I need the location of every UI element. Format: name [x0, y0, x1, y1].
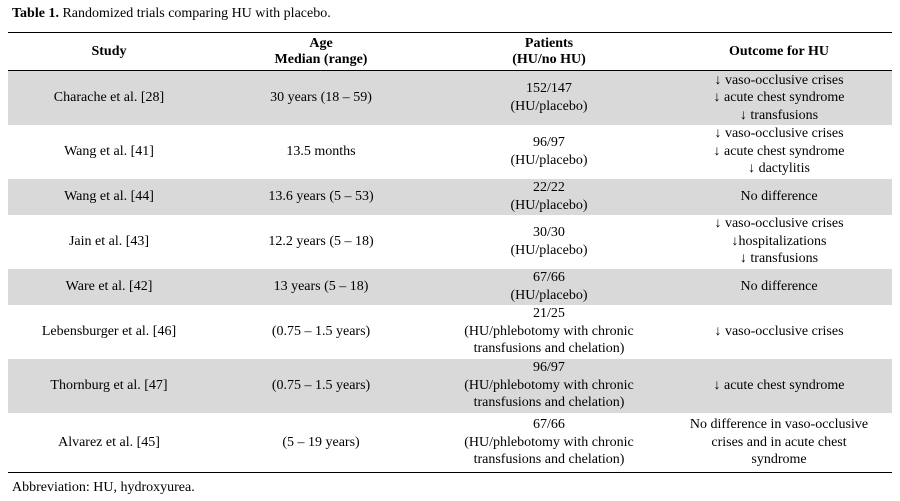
cell-patients: 67/66 (HU/placebo) — [432, 268, 666, 305]
header-age-line: Age — [309, 35, 333, 51]
cell-outcome: ↓ vaso-occlusive crises ↓ acute chest syn… — [666, 125, 892, 179]
cell-study: Ware et al. [42] — [8, 268, 210, 305]
cell-patients-line: 152/147 — [526, 81, 572, 97]
cell-outcome: No difference in vaso-occlusive crises an… — [666, 412, 892, 473]
cell-patients-line: 30/30 — [533, 225, 565, 240]
cell-study: Thornburg et al. [47] — [8, 358, 210, 413]
table-row: Wang et al. [44] 13.6 years (5 – 53) 22/22… — [8, 178, 892, 215]
header-study: Study — [8, 32, 210, 71]
cell-patients-line: (HU/phlebotomy with chronic — [464, 377, 634, 393]
cell-outcome: ↓ acute chest syndrome — [666, 358, 892, 413]
cell-patients: 152/147 (HU/placebo) — [432, 70, 666, 125]
cell-age: 12.2 years (5 – 18) — [268, 233, 374, 249]
header-patients-line: (HU/no HU) — [512, 51, 586, 67]
cell-patients-line: (HU/placebo) — [510, 152, 588, 168]
header-outcome-line: Outcome for HU — [728, 43, 830, 59]
table-caption-text: Randomized trials comparing HU with plac… — [58, 6, 331, 21]
cell-outcome-line: ↓ transfusions — [739, 107, 819, 123]
cell-patients-line: 96/97 — [533, 135, 565, 150]
table-row: Alvarez et al. [45] (5 – 19 years) 67/66 (H… — [8, 412, 892, 473]
cell-patients-line: (HU/placebo) — [510, 242, 588, 258]
cell-patients-line: 21/25 — [533, 306, 565, 322]
cell-outcome: ↓ vaso-occlusive crises — [666, 305, 892, 359]
cell-outcome-line: ↓ vaso-occlusive crises — [714, 72, 844, 88]
table-body: Charache et al. [28] 30 years (18 – 59) 15… — [8, 70, 892, 473]
cell-outcome-line: ↓hospitalizations — [731, 233, 827, 249]
cell-study: Jain et al. [43] — [68, 233, 150, 249]
cell-outcome-line: ↓ acute chest syndrome — [713, 90, 845, 105]
table-row: Charache et al. [28] 30 years (18 – 59) 15… — [8, 70, 892, 125]
cell-outcome: ↓ vaso-occlusive crises ↓ acute chest syn… — [666, 70, 892, 125]
cell-study: Wang et al. [44] — [8, 178, 210, 215]
cell-outcome-line: ↓ acute chest syndrome — [713, 143, 845, 159]
cell-patients-line: (HU/phlebotomy with chronic — [464, 323, 634, 339]
cell-outcome-line: ↓ transfusions — [739, 251, 819, 267]
header-study-line: Study — [91, 43, 127, 59]
cell-patients-line: (HU/phlebotomy with chronic — [464, 434, 634, 450]
cell-study: Lebensburger et al. [46] — [41, 323, 177, 339]
cell-outcome: No difference — [666, 178, 892, 215]
table-row: Jain et al. [43] 12.2 years (5 – 18) 30/30… — [8, 215, 892, 269]
cell-outcome-line: ↓ vaso-occlusive crises — [714, 323, 844, 339]
cell-patients-line: (HU/placebo) — [510, 287, 588, 303]
cell-patients-line: (HU/placebo) — [510, 98, 588, 114]
cell-age: 13 years (5 – 18) — [210, 268, 432, 305]
cell-patients: 96/97 (HU/placebo) — [432, 125, 666, 179]
cell-patients: 22/22 (HU/placebo) — [432, 178, 666, 215]
header-patients-line: Patients — [524, 35, 574, 51]
header-age: Age Median (range) — [210, 32, 432, 71]
cell-outcome-line: ↓ dactylitis — [748, 161, 810, 177]
cell-age: (0.75 – 1.5 years) — [271, 323, 371, 339]
cell-patients-line: transfusions and chelation) — [473, 341, 625, 357]
header-age-line: Median (range) — [274, 51, 368, 67]
cell-study: Charache et al. [28] — [8, 70, 210, 125]
header-patients: Patients (HU/no HU) — [432, 32, 666, 71]
table-footnote: Abbreviation: HU, hydroxyurea. — [12, 480, 195, 495]
cell-outcome-line: crises and in acute chest — [711, 434, 847, 450]
cell-outcome-line: ↓ vaso-occlusive crises — [714, 126, 844, 142]
cell-patients: 30/30 (HU/placebo) — [432, 215, 666, 269]
cell-outcome-line: No difference — [740, 188, 818, 204]
cell-study: Wang et al. [41] — [64, 143, 154, 159]
table-caption-label: Table 1. — [12, 6, 59, 21]
cell-patients-line: transfusions and chelation) — [473, 395, 625, 411]
table-row: Thornburg et al. [47] (0.75 – 1.5 years) 9… — [8, 358, 892, 413]
header-row: Study Age Median (range) Patients (HU/no H… — [8, 32, 892, 71]
cell-age: 13.5 months — [286, 143, 356, 159]
cell-age: (5 – 19 years) — [210, 412, 432, 473]
cell-patients-line: 67/66 — [533, 270, 565, 285]
cell-outcome-line: ↓ acute chest syndrome — [713, 377, 845, 393]
cell-patients-line: 96/97 — [533, 360, 565, 376]
cell-outcome: ↓ vaso-occlusive crises ↓hospitalizations… — [666, 215, 892, 269]
cell-outcome-line: No difference in vaso-occlusive — [689, 417, 869, 432]
table-row: Ware et al. [42] 13 years (5 – 18) 67/66 (H… — [8, 268, 892, 305]
cell-outcome-line: No difference — [740, 278, 818, 294]
cell-patients-line: transfusions and chelation) — [473, 452, 625, 467]
cell-age: 30 years (18 – 59) — [210, 70, 432, 125]
header-outcome: Outcome for HU — [666, 32, 892, 71]
cell-outcome-line: syndrome — [751, 452, 807, 467]
cell-patients: 96/97 (HU/phlebotomy with chronic transfus… — [432, 358, 666, 413]
cell-patients: 21/25 (HU/phlebotomy with chronic transfus… — [432, 305, 666, 359]
cell-patients-line: 67/66 — [533, 417, 565, 432]
cell-outcome: No difference — [666, 268, 892, 305]
cell-age: (0.75 – 1.5 years) — [210, 358, 432, 413]
trials-table: Study Age Median (range) Patients (HU/no H… — [8, 32, 892, 473]
cell-patients-line: (HU/placebo) — [510, 197, 588, 213]
cell-patients-line: 22/22 — [533, 180, 565, 195]
cell-patients: 67/66 (HU/phlebotomy with chronic transfus… — [432, 412, 666, 473]
table-row: Lebensburger et al. [46] (0.75 – 1.5 year… — [8, 305, 892, 359]
cell-age: 13.6 years (5 – 53) — [210, 178, 432, 215]
cell-study: Alvarez et al. [45] — [8, 412, 210, 473]
table-caption: Table 1. Randomized trials comparing HU … — [12, 6, 331, 22]
cell-outcome-line: ↓ vaso-occlusive crises — [714, 216, 844, 232]
table-row: Wang et al. [41] 13.5 months 96/97 (HU/plac… — [8, 125, 892, 179]
